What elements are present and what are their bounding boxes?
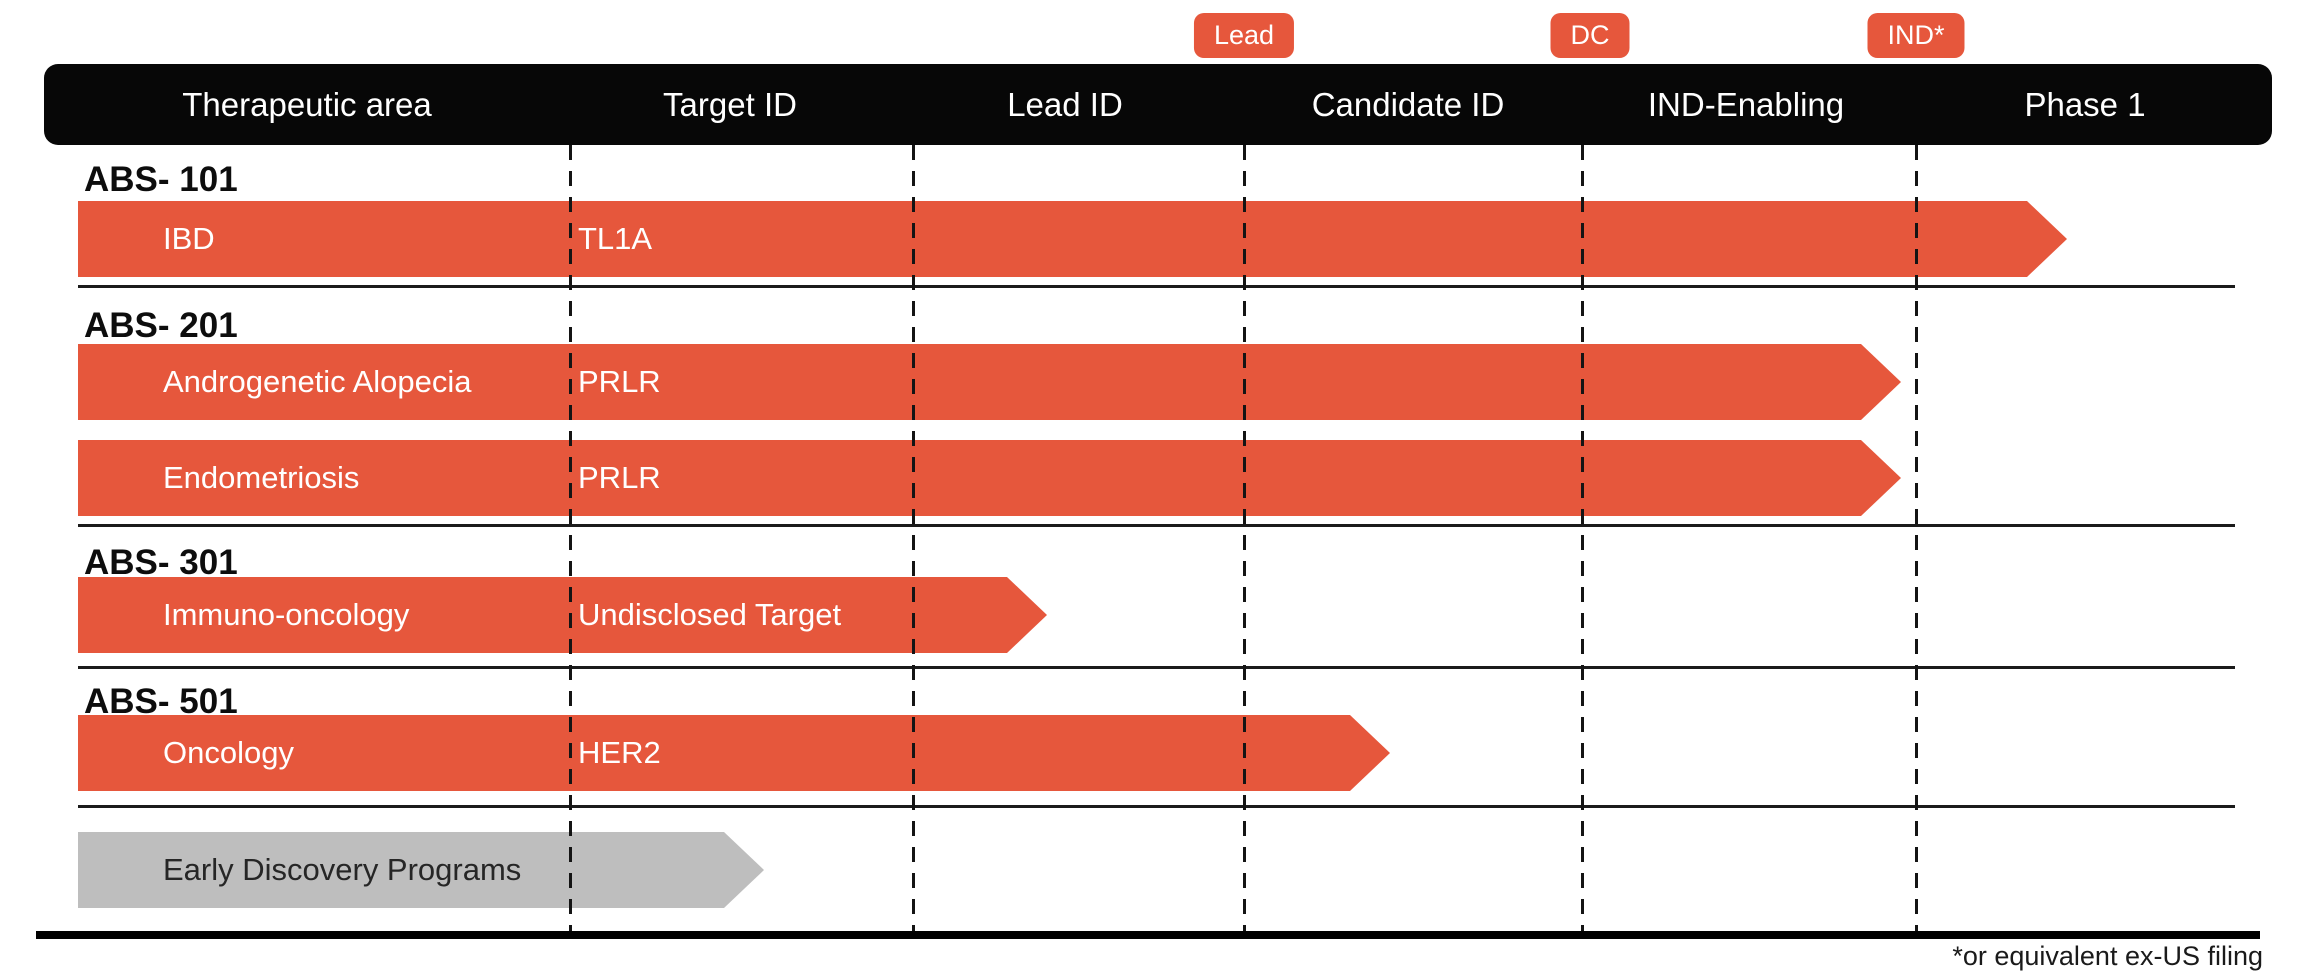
- column-header-target-id: Target ID: [663, 86, 797, 123]
- stage-boundary-candidate-id: [1243, 145, 1246, 935]
- column-header-lead-id: Lead ID: [1007, 86, 1123, 123]
- stage-boundary-phase-1: [1915, 145, 1918, 935]
- milestone-badge-lead: Lead: [1193, 13, 1295, 58]
- stage-boundary-lead-id: [912, 145, 915, 935]
- footnote: *or equivalent ex-US filing: [1952, 941, 2263, 971]
- stage-header-bar: [44, 64, 2272, 145]
- column-header-candidate-id: Candidate ID: [1311, 86, 1505, 123]
- therapeutic-area-label: Endometriosis: [163, 460, 360, 495]
- group-label-abs-101: ABS- 101: [84, 160, 238, 199]
- group-label-abs-501: ABS- 501: [84, 682, 238, 721]
- program-bar-oncology: Oncology HER2: [78, 715, 1390, 791]
- stage-boundary-ind-enabling: [1581, 145, 1584, 935]
- column-header-therapeutic-area: Therapeutic area: [182, 86, 432, 123]
- row-separator: [78, 666, 2235, 669]
- column-header-phase-1: Phase 1: [2024, 86, 2146, 123]
- stage-boundary-target-id: [569, 145, 572, 935]
- therapeutic-area-label: Androgenetic Alopecia: [163, 364, 472, 399]
- milestone-badge-dc: DC: [1550, 13, 1630, 58]
- early-discovery-label: Early Discovery Programs: [163, 852, 522, 887]
- group-label-abs-201: ABS- 201: [84, 306, 238, 345]
- group-label-abs-301: ABS- 301: [84, 543, 238, 582]
- milestone-badge-ind: IND*: [1867, 13, 1965, 58]
- target-label: PRLR: [578, 460, 661, 495]
- early-discovery-bar: Early Discovery Programs: [78, 832, 764, 908]
- row-separator: [78, 285, 2235, 288]
- target-label: Undisclosed Target: [578, 597, 842, 632]
- program-bar-endometriosis: Endometriosis PRLR: [78, 440, 1901, 516]
- program-bar-ibd: IBD TL1A: [78, 201, 2067, 277]
- bottom-rule: [36, 931, 2260, 939]
- row-separator: [78, 524, 2235, 527]
- therapeutic-area-label: Immuno-oncology: [163, 597, 410, 632]
- program-bar-immuno-oncology: Immuno-oncology Undisclosed Target: [78, 577, 1047, 653]
- target-label: PRLR: [578, 364, 661, 399]
- therapeutic-area-label: IBD: [163, 221, 215, 256]
- target-label: HER2: [578, 735, 661, 770]
- program-bar-androgenetic-alopecia: Androgenetic Alopecia PRLR: [78, 344, 1901, 420]
- column-header-ind-enabling: IND-Enabling: [1647, 86, 1845, 123]
- therapeutic-area-label: Oncology: [163, 735, 294, 770]
- row-separator: [78, 805, 2235, 808]
- target-label: TL1A: [578, 221, 653, 256]
